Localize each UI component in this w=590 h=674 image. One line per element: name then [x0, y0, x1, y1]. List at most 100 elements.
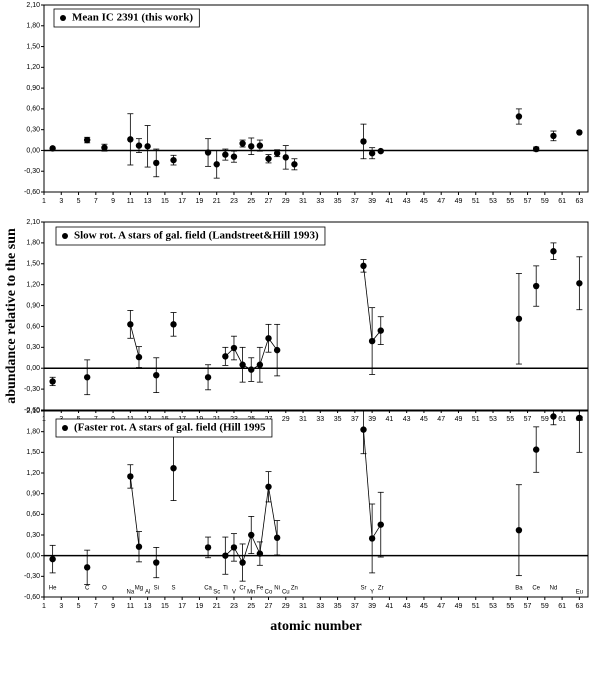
- data-point: [368, 337, 376, 345]
- y-tick-label: 0,60: [26, 106, 40, 113]
- x-tick-label: 41: [385, 603, 393, 610]
- data-point: [49, 378, 56, 385]
- x-tick-label: 23: [230, 198, 238, 205]
- x-tick-label: 9: [111, 603, 115, 610]
- element-label: Cr: [239, 586, 245, 592]
- x-tick-label: 37: [351, 416, 359, 423]
- data-point: [135, 353, 143, 361]
- x-tick-label: 39: [368, 603, 376, 610]
- legend-box: [55, 418, 273, 438]
- plot-frame: [43, 410, 589, 598]
- data-point: [230, 153, 238, 160]
- element-label: O: [102, 586, 107, 592]
- x-tick-label: 57: [524, 416, 532, 423]
- data-point: [550, 413, 557, 420]
- x-tick-label: 37: [351, 198, 359, 205]
- x-tick-label: 57: [524, 603, 532, 610]
- y-tick-label: 1,20: [26, 64, 40, 71]
- x-tick-label: 25: [247, 198, 255, 205]
- y-tick-label: 0,90: [26, 302, 40, 309]
- y-tick-label: 0,60: [26, 323, 40, 330]
- element-label: C: [85, 586, 90, 592]
- data-point: [360, 138, 367, 145]
- data-point: [83, 136, 91, 144]
- data-point: [282, 154, 289, 161]
- element-label: Fe: [256, 586, 264, 592]
- x-tick-label: 61: [558, 198, 566, 205]
- data-point: [170, 464, 177, 472]
- connector: [363, 265, 373, 342]
- y-tick-label: 2,10: [26, 2, 40, 9]
- x-tick-label: 17: [178, 198, 186, 205]
- element-label: Ti: [223, 586, 228, 592]
- x-tick-label: 5: [77, 603, 81, 610]
- element-label: Ni: [274, 586, 280, 592]
- plot-frame: [43, 4, 589, 193]
- data-point: [153, 371, 160, 379]
- data-point: [532, 282, 540, 290]
- data-point: [273, 346, 281, 354]
- data-point: [550, 248, 557, 255]
- data-point: [135, 543, 143, 550]
- connector: [250, 534, 261, 554]
- x-tick-label: 39: [368, 416, 376, 423]
- x-tick-label: 53: [489, 603, 497, 610]
- data-point: [576, 280, 583, 287]
- y-tick-label: -0,30: [24, 386, 40, 393]
- element-label: He: [49, 586, 57, 592]
- x-tick-label: 59: [541, 198, 549, 205]
- data-point: [291, 161, 298, 168]
- x-tick-label: 35: [334, 603, 342, 610]
- x-tick-label: 23: [230, 603, 238, 610]
- x-tick-label: 45: [420, 198, 428, 205]
- data-point: [83, 374, 91, 381]
- data-point: [377, 147, 384, 155]
- x-tick-label: 49: [455, 603, 463, 610]
- y-tick-label: 1,80: [26, 240, 40, 247]
- data-point: [256, 550, 264, 557]
- x-tick-label: 53: [489, 198, 497, 205]
- data-point: [101, 144, 108, 151]
- element-label: Y: [370, 590, 374, 596]
- x-tick-label: 45: [420, 603, 428, 610]
- data-point: [377, 521, 384, 528]
- data-point: [265, 155, 272, 162]
- y-tick-label: -0,30: [24, 573, 40, 580]
- connector: [363, 429, 373, 539]
- x-tick-label: 15: [161, 603, 169, 610]
- y-tick-label: -0,30: [24, 168, 40, 175]
- y-tick-label: 0,30: [26, 127, 40, 134]
- data-point: [576, 414, 583, 422]
- element-label: Zn: [291, 586, 298, 592]
- connector: [259, 486, 269, 554]
- data-point: [360, 426, 367, 433]
- data-point: [368, 535, 376, 542]
- x-tick-label: 43: [403, 198, 411, 205]
- x-tick-label: 31: [299, 603, 307, 610]
- legend-marker: [62, 233, 68, 239]
- x-tick-label: 43: [403, 603, 411, 610]
- data-point: [377, 327, 384, 334]
- x-tick-label: 53: [489, 416, 497, 423]
- legend-label: (Faster rot. A stars of gal. field (Hill…: [74, 422, 266, 434]
- x-tick-label: 29: [282, 416, 290, 423]
- element-label: S: [172, 586, 176, 592]
- element-label: Sc: [213, 590, 220, 596]
- connector: [259, 338, 269, 365]
- y-tick-label: -0,60: [24, 594, 40, 601]
- element-label: Ba: [515, 586, 523, 592]
- element-label: Cu: [282, 590, 290, 596]
- x-axis-label: atomic number: [270, 619, 361, 634]
- element-label: Si: [154, 586, 159, 592]
- data-point: [222, 353, 229, 360]
- y-tick-label: 0,30: [26, 344, 40, 351]
- x-tick-label: 35: [334, 416, 342, 423]
- element-label: Sr: [360, 586, 366, 592]
- data-point: [256, 142, 264, 149]
- x-tick-label: 3: [59, 198, 63, 205]
- data-point: [170, 156, 177, 164]
- x-tick-label: 59: [541, 603, 549, 610]
- element-label: Mn: [247, 590, 255, 596]
- data-point: [222, 151, 229, 158]
